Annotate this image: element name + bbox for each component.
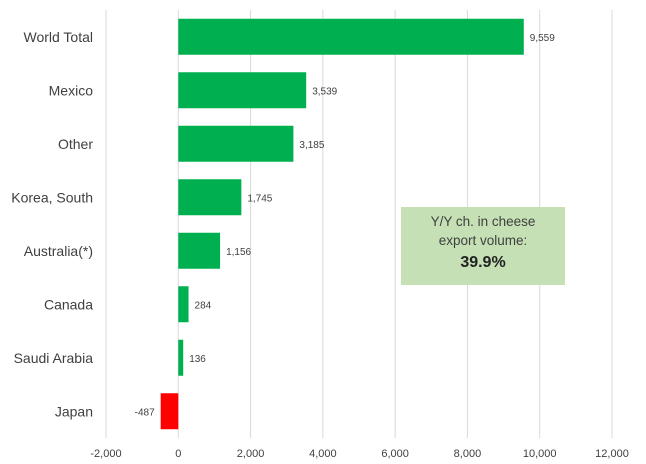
data-label: 1,745 — [247, 193, 272, 204]
x-tick-label: 4,000 — [309, 448, 337, 460]
data-label: 9,559 — [530, 33, 555, 44]
data-label: 1,156 — [226, 247, 251, 258]
x-tick-label: 6,000 — [381, 448, 409, 460]
bar — [178, 125, 294, 162]
yoy-callout-box: Y/Y ch. in cheese export volume: 39.9% — [401, 207, 565, 285]
x-tick-label: 12,000 — [595, 448, 629, 460]
x-axis-ticks: -2,000 0 2,000 4,000 6,000 8,000 10,000 12,000 — [90, 448, 628, 460]
category-label: World Total — [23, 29, 93, 45]
data-label: -487 — [135, 407, 155, 418]
category-label: Saudi Arabia — [14, 350, 94, 366]
bar — [178, 18, 524, 55]
data-labels: 9,559 3,539 3,185 1,745 1,156 284 136 -487 — [135, 33, 556, 419]
data-label: 3,185 — [299, 140, 324, 151]
callout-title-line-1: Y/Y ch. in cheese — [430, 214, 536, 229]
category-label: Korea, South — [11, 189, 93, 205]
callout-value: 39.9% — [460, 254, 506, 271]
category-label: Other — [58, 136, 93, 152]
bar — [178, 339, 184, 376]
data-label: 136 — [189, 354, 206, 365]
x-tick-label: 0 — [175, 448, 181, 460]
category-labels: World Total Mexico Other Korea, South Austra… — [11, 29, 93, 420]
category-label: Canada — [44, 296, 93, 312]
bar — [178, 72, 307, 109]
x-tick-label: 8,000 — [454, 448, 482, 460]
bars — [160, 18, 524, 430]
bar — [160, 393, 179, 430]
data-label: 284 — [195, 300, 212, 311]
bar — [178, 232, 221, 269]
category-label: Japan — [55, 403, 93, 419]
x-tick-label: 2,000 — [237, 448, 265, 460]
bar — [178, 286, 189, 323]
data-label: 3,539 — [312, 86, 337, 97]
bar — [178, 179, 242, 216]
category-label: Australia(*) — [24, 243, 93, 259]
category-label: Mexico — [49, 82, 94, 98]
callout-title-line-2: export volume: — [438, 233, 528, 248]
callout-title: Y/Y ch. in cheese export volume: — [401, 207, 565, 250]
x-tick-label: -2,000 — [90, 448, 121, 460]
x-tick-label: 10,000 — [523, 448, 557, 460]
